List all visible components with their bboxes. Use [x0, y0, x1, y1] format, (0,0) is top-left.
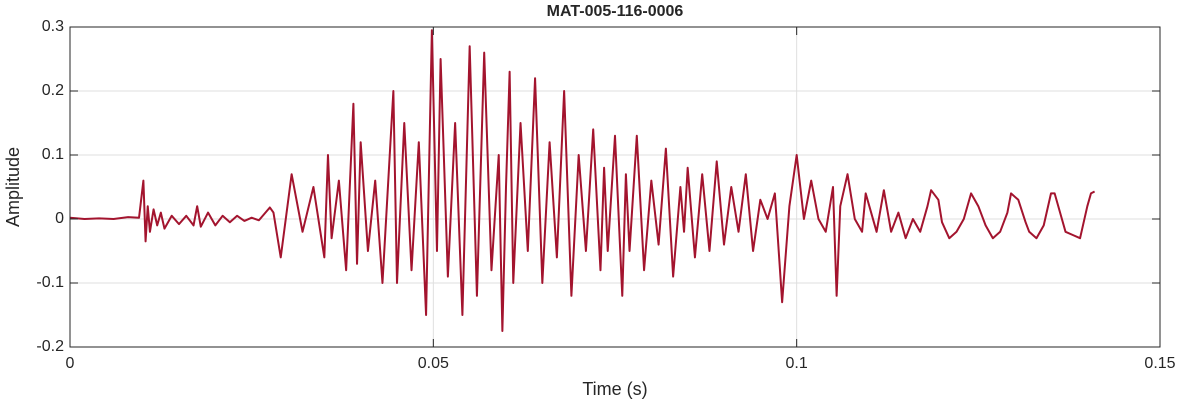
y-tick-label: 0.1 [42, 146, 64, 163]
chart-title: MAT-005-116-0006 [547, 3, 684, 20]
y-axis-label: Amplitude [3, 147, 23, 227]
grid [69, 26, 1161, 348]
y-tick-label: -0.2 [36, 338, 64, 355]
y-tick-label: 0.2 [42, 82, 64, 99]
y-tick-label: 0 [55, 210, 64, 227]
plot-lines [69, 29, 1096, 332]
y-tick-label: 0.3 [42, 18, 64, 35]
signal-line [69, 29, 1096, 332]
x-tick-label: 0 [66, 355, 75, 372]
y-tick-label: -0.1 [36, 274, 64, 291]
plot-frame [69, 26, 1161, 348]
x-tick-label: 0.15 [1144, 355, 1175, 372]
x-tick-label: 0.1 [786, 355, 808, 372]
x-tick-label: 0.05 [418, 355, 449, 372]
x-axis-label: Time (s) [582, 379, 647, 399]
